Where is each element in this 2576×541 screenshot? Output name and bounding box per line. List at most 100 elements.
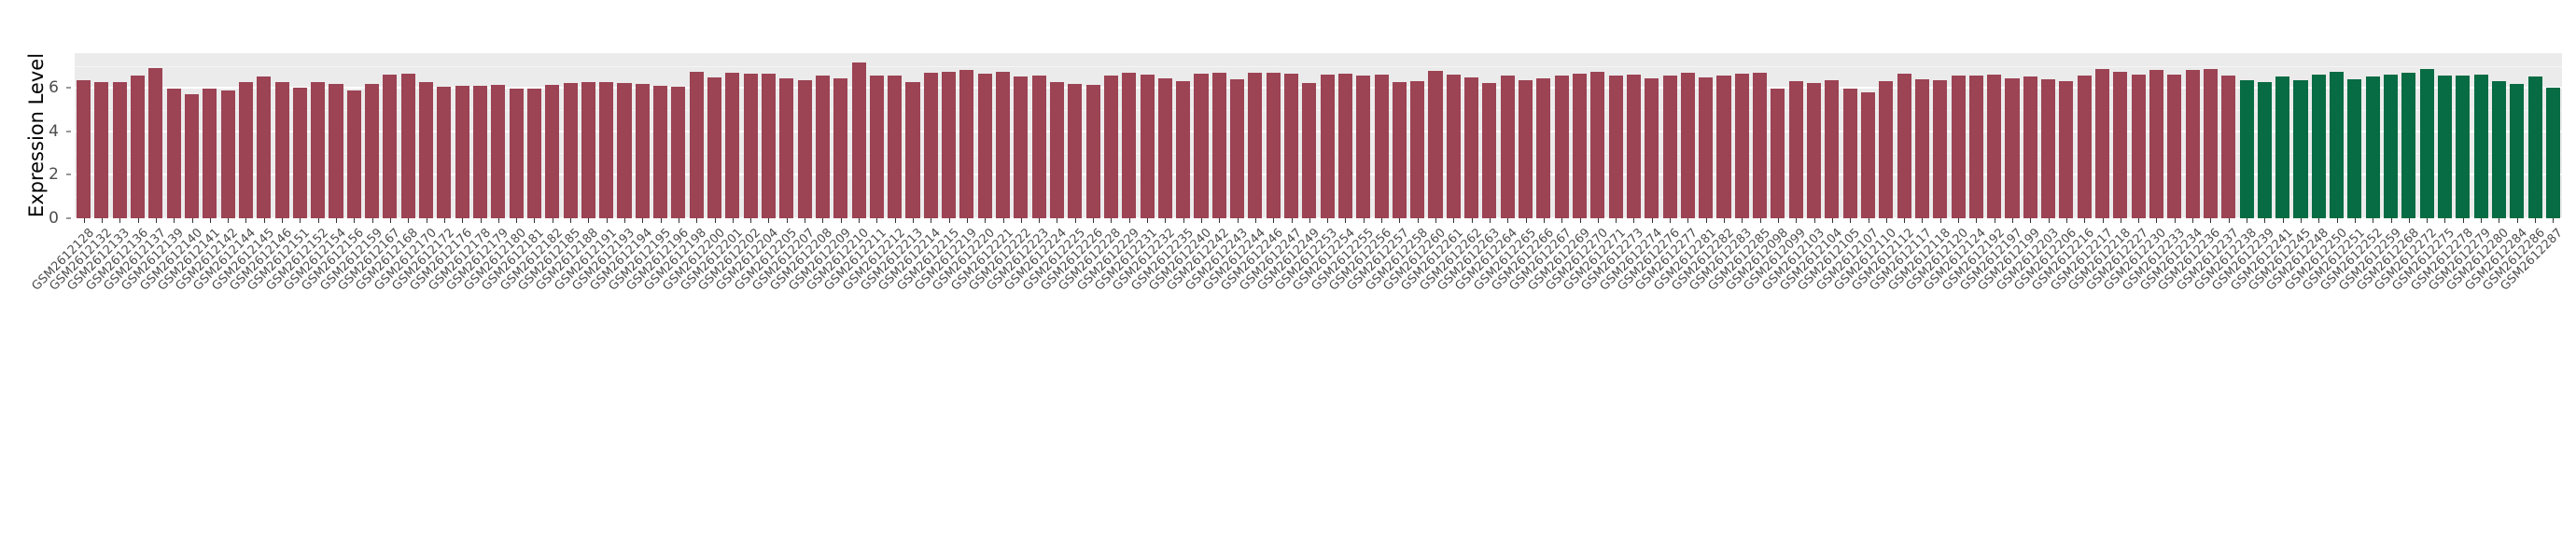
bar[interactable] bbox=[815, 75, 830, 218]
bar[interactable] bbox=[1374, 74, 1389, 218]
bar[interactable] bbox=[2113, 71, 2128, 218]
bar[interactable] bbox=[2005, 78, 2020, 218]
bar[interactable] bbox=[1337, 73, 1352, 218]
bar[interactable] bbox=[1482, 83, 1497, 218]
bar[interactable] bbox=[581, 82, 595, 218]
bar[interactable] bbox=[1103, 76, 1118, 218]
bar[interactable] bbox=[2491, 80, 2506, 218]
bar[interactable] bbox=[2095, 69, 2110, 218]
bar[interactable] bbox=[1626, 74, 1641, 218]
bar[interactable] bbox=[1320, 74, 1335, 218]
bar[interactable] bbox=[797, 80, 812, 218]
bar[interactable] bbox=[1068, 83, 1083, 218]
bar[interactable] bbox=[1049, 82, 1064, 218]
bar[interactable] bbox=[977, 73, 992, 218]
bar[interactable] bbox=[1897, 74, 1911, 218]
bar[interactable] bbox=[1914, 79, 1929, 218]
bar[interactable] bbox=[203, 89, 217, 218]
bar[interactable] bbox=[526, 88, 541, 218]
bar[interactable] bbox=[472, 86, 488, 218]
bar[interactable] bbox=[2456, 76, 2471, 218]
bar[interactable] bbox=[2384, 74, 2399, 218]
bar[interactable] bbox=[1464, 77, 1479, 218]
bar[interactable] bbox=[2131, 75, 2146, 218]
bar[interactable] bbox=[1987, 74, 2002, 218]
bar[interactable] bbox=[455, 85, 469, 218]
bar[interactable] bbox=[1788, 80, 1803, 218]
bar[interactable] bbox=[725, 73, 740, 218]
bar[interactable] bbox=[329, 83, 343, 218]
bar[interactable] bbox=[563, 82, 578, 218]
bar[interactable] bbox=[1392, 82, 1407, 218]
bar[interactable] bbox=[1356, 76, 1371, 218]
bar[interactable] bbox=[2275, 76, 2290, 218]
bar[interactable] bbox=[1500, 76, 1515, 218]
bar[interactable] bbox=[365, 84, 380, 218]
bar[interactable] bbox=[1410, 81, 1425, 218]
bar[interactable] bbox=[1085, 85, 1100, 218]
bar[interactable] bbox=[1753, 73, 1768, 218]
bar[interactable] bbox=[400, 73, 415, 218]
bar[interactable] bbox=[1140, 75, 1155, 218]
bar[interactable] bbox=[1771, 88, 1785, 218]
bar[interactable] bbox=[1951, 76, 1966, 218]
bar[interactable] bbox=[1446, 74, 1461, 218]
bar[interactable] bbox=[383, 74, 398, 218]
bar[interactable] bbox=[346, 90, 361, 218]
bar[interactable] bbox=[923, 72, 938, 218]
bar[interactable] bbox=[1680, 73, 1695, 218]
bar[interactable] bbox=[1825, 80, 1840, 218]
bar[interactable] bbox=[1645, 77, 1659, 218]
bar[interactable] bbox=[437, 86, 452, 218]
bar[interactable] bbox=[1014, 76, 1029, 218]
bar[interactable] bbox=[1608, 76, 1623, 218]
bar[interactable] bbox=[311, 81, 326, 218]
bar[interactable] bbox=[1590, 72, 1605, 218]
bar[interactable] bbox=[1230, 78, 1245, 218]
bar[interactable] bbox=[292, 88, 307, 218]
bar[interactable] bbox=[274, 82, 289, 218]
bar[interactable] bbox=[2077, 76, 2092, 218]
bar[interactable] bbox=[2203, 68, 2218, 218]
bar[interactable] bbox=[1860, 91, 1876, 218]
bar[interactable] bbox=[1662, 76, 1677, 218]
bar[interactable] bbox=[1284, 74, 1299, 218]
bar[interactable] bbox=[617, 83, 632, 218]
bar[interactable] bbox=[2149, 69, 2164, 218]
bar[interactable] bbox=[184, 93, 200, 218]
bar[interactable] bbox=[1428, 71, 1443, 218]
bar[interactable] bbox=[1211, 72, 1226, 218]
bar[interactable] bbox=[2510, 84, 2525, 218]
bar[interactable] bbox=[2293, 80, 2308, 218]
bar[interactable] bbox=[491, 85, 506, 218]
bar[interactable] bbox=[833, 77, 848, 218]
bar[interactable] bbox=[545, 84, 560, 218]
bar[interactable] bbox=[220, 90, 235, 218]
bar[interactable] bbox=[2185, 70, 2200, 218]
bar[interactable] bbox=[996, 71, 1011, 218]
bar[interactable] bbox=[888, 76, 903, 218]
bar[interactable] bbox=[2221, 76, 2236, 218]
bar[interactable] bbox=[257, 76, 272, 218]
bar[interactable] bbox=[2041, 78, 2056, 218]
bar[interactable] bbox=[905, 81, 920, 218]
bar[interactable] bbox=[1734, 73, 1749, 218]
bar[interactable] bbox=[131, 76, 146, 218]
bar[interactable] bbox=[1031, 76, 1046, 218]
bar[interactable] bbox=[1554, 75, 1569, 218]
bar[interactable] bbox=[1157, 78, 1172, 218]
bar[interactable] bbox=[1536, 77, 1551, 218]
bar[interactable] bbox=[166, 88, 181, 218]
bar[interactable] bbox=[2347, 78, 2362, 218]
bar[interactable] bbox=[1716, 76, 1731, 218]
bar[interactable] bbox=[599, 82, 614, 218]
bar[interactable] bbox=[2437, 76, 2452, 218]
bar[interactable] bbox=[1519, 79, 1533, 218]
bar[interactable] bbox=[2473, 75, 2488, 218]
bar[interactable] bbox=[419, 82, 434, 218]
bar[interactable] bbox=[942, 72, 957, 218]
bar[interactable] bbox=[1572, 74, 1588, 218]
bar[interactable] bbox=[779, 78, 794, 218]
bar[interactable] bbox=[2419, 69, 2434, 218]
bar[interactable] bbox=[509, 88, 524, 218]
